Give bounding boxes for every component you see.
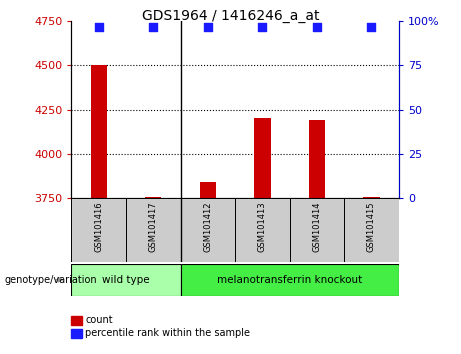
Bar	[363, 197, 380, 198]
Text: GSM101413: GSM101413	[258, 201, 267, 252]
Bar	[235, 198, 290, 262]
Bar	[71, 316, 82, 325]
Text: GSM101417: GSM101417	[149, 201, 158, 252]
Bar	[71, 264, 181, 296]
Text: GSM101415: GSM101415	[367, 201, 376, 252]
Bar	[145, 197, 161, 198]
Bar	[71, 198, 126, 262]
Point	[259, 24, 266, 29]
Bar	[71, 329, 82, 338]
Point	[204, 24, 212, 29]
Text: GSM101416: GSM101416	[94, 201, 103, 252]
Bar	[290, 198, 344, 262]
Text: GSM101414: GSM101414	[313, 201, 321, 252]
Bar	[181, 264, 399, 296]
Bar	[309, 120, 325, 198]
Point	[95, 24, 102, 29]
Bar	[344, 198, 399, 262]
Bar	[254, 118, 271, 198]
Text: GDS1964 / 1416246_a_at: GDS1964 / 1416246_a_at	[142, 9, 319, 23]
Point	[368, 24, 375, 29]
Text: GSM101412: GSM101412	[203, 201, 213, 252]
Text: genotype/variation: genotype/variation	[5, 275, 97, 285]
Bar	[200, 182, 216, 198]
Point	[313, 24, 321, 29]
Bar	[126, 198, 181, 262]
Point	[149, 24, 157, 29]
Text: percentile rank within the sample: percentile rank within the sample	[85, 329, 250, 338]
Bar	[181, 198, 235, 262]
Text: count: count	[85, 315, 113, 325]
Text: melanotransferrin knockout: melanotransferrin knockout	[217, 275, 362, 285]
Bar	[90, 65, 107, 198]
Text: wild type: wild type	[102, 275, 150, 285]
